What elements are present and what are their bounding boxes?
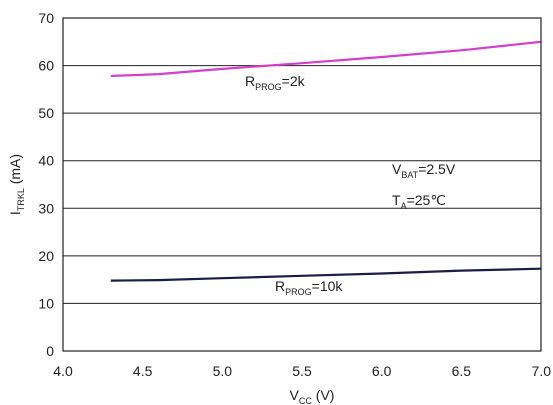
series-group <box>110 40 542 282</box>
y-tick-label: 50 <box>38 105 54 121</box>
series-label-rprog-2k: RPROG=2k <box>245 73 306 92</box>
x-tick-label: 4.5 <box>133 363 153 379</box>
y-tick-label: 30 <box>38 200 54 216</box>
y-axis-title: ITRKL (mA) <box>7 154 26 215</box>
x-tick-label: 6.0 <box>372 363 392 379</box>
y-tick-label: 10 <box>38 295 54 311</box>
x-tick-label: 6.5 <box>452 363 472 379</box>
x-tick-label: 4.0 <box>53 363 73 379</box>
y-tick-label: 70 <box>38 10 54 26</box>
y-tick-label: 60 <box>38 58 54 74</box>
y-tick-label: 20 <box>38 248 54 264</box>
plot-frame <box>62 17 542 352</box>
y-tick-label: 40 <box>38 153 54 169</box>
annotation-ta: TA=25℃ <box>392 192 446 211</box>
x-tick-labels: 4.0 4.5 5.0 5.5 6.0 6.5 7.0 <box>53 363 551 379</box>
annotation-vbat: VBAT=2.5V <box>392 161 456 180</box>
series-label-rprog-10k: RPROG=10k <box>275 278 343 297</box>
y-tick-label: 0 <box>46 343 54 359</box>
x-axis-title: VCC (V) <box>290 387 335 405</box>
series-line-rprog-2k <box>110 40 542 78</box>
x-tick-label: 5.5 <box>292 363 312 379</box>
y-tick-labels: 0 10 20 30 40 50 60 70 <box>38 10 54 359</box>
series-line-rprog-10k <box>110 267 542 282</box>
grid-lines <box>63 65 541 304</box>
x-tick-label: 7.0 <box>532 363 552 379</box>
x-tick-label: 5.0 <box>213 363 233 379</box>
